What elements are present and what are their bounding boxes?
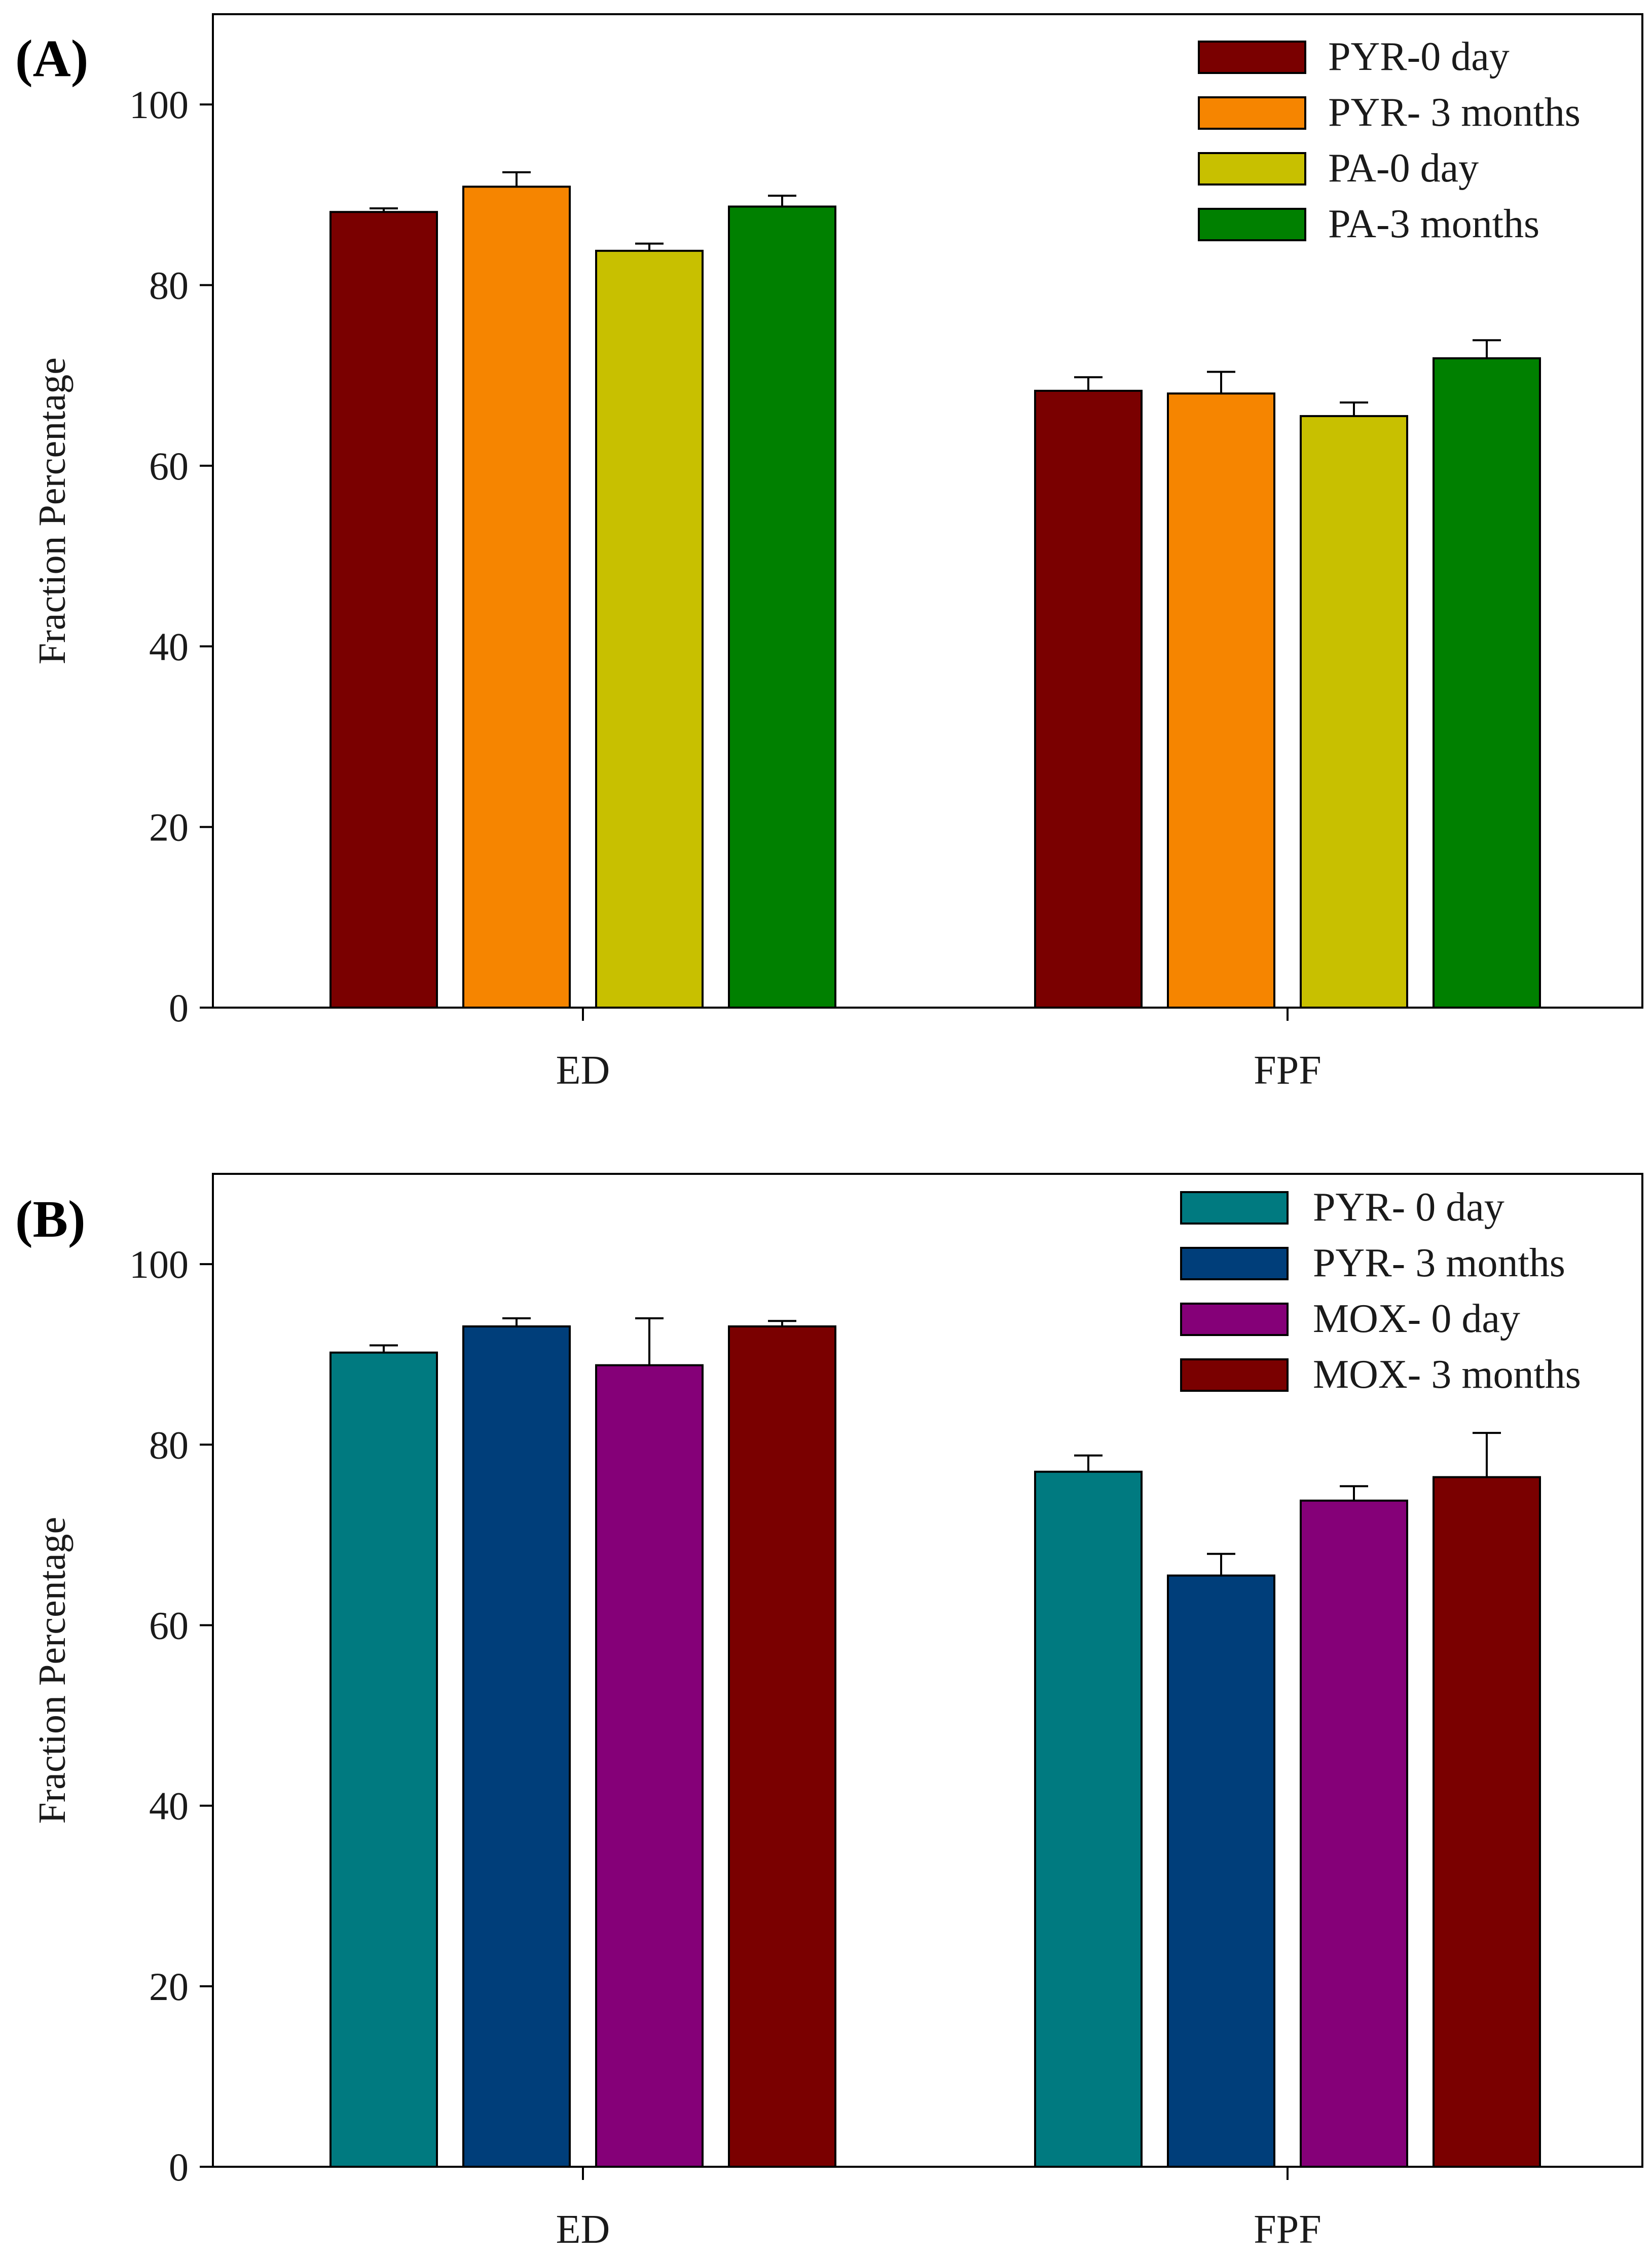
plot-frame <box>212 13 1643 1009</box>
legend-swatch <box>1198 152 1306 186</box>
bar <box>462 1325 571 2168</box>
legend-swatch <box>1180 1358 1289 1392</box>
bar <box>728 1325 836 2168</box>
bar <box>462 186 571 1009</box>
chart-panel-a: (A) 0 20 40 60 80 100 Fraction Percentage ED FPF P… <box>15 13 1643 1093</box>
bar <box>329 211 438 1009</box>
legend-label: MOX- 3 months <box>1313 1352 1581 1397</box>
x-category-label: ED <box>556 1048 610 1093</box>
bar <box>1300 1499 1408 2168</box>
y-tick-label: 40 <box>149 624 189 669</box>
y-tick-label: 60 <box>149 1603 189 1647</box>
legend-label: PYR- 0 day <box>1313 1185 1504 1230</box>
legend-label: PYR- 3 months <box>1313 1241 1565 1285</box>
chart-panel-b: (B) 0 20 40 60 80 100 Fraction Percentage ED FPF P… <box>15 1173 1643 2252</box>
y-tick-label: 0 <box>169 986 189 1030</box>
bar <box>1167 392 1275 1009</box>
bar <box>1167 1574 1275 2168</box>
y-tick-label: 60 <box>149 444 189 488</box>
y-tick-label: 40 <box>149 1784 189 1828</box>
y-axis-title: Fraction Percentage <box>31 357 74 664</box>
legend: PYR- 0 day PYR- 3 months MOX- 0 day MOX- 3 … <box>1180 1185 1581 1397</box>
x-category-label: FPF <box>1254 1048 1321 1093</box>
bar <box>728 205 836 1009</box>
legend-label: PA-3 months <box>1328 202 1539 246</box>
legend-swatch <box>1198 96 1306 130</box>
y-tick-label: 20 <box>149 1965 189 2009</box>
legend-label: PYR-0 day <box>1328 34 1510 79</box>
y-tick-label: 0 <box>169 2145 189 2189</box>
bar <box>1433 357 1541 1009</box>
legend-swatch <box>1198 208 1306 241</box>
legend: PYR-0 day PYR- 3 months PA-0 day PA-3 month… <box>1198 34 1581 246</box>
y-tick-label: 100 <box>129 83 189 127</box>
legend-swatch <box>1180 1303 1289 1336</box>
legend-swatch <box>1198 41 1306 74</box>
y-tick-label: 20 <box>149 805 189 849</box>
bar <box>595 1364 704 2168</box>
bar <box>1433 1476 1541 2168</box>
y-tick-label: 80 <box>149 264 189 308</box>
legend-label: PA-0 day <box>1328 146 1479 191</box>
legend-label: MOX- 0 day <box>1313 1297 1520 1341</box>
plot-frame <box>212 1173 1643 2168</box>
x-category-label: FPF <box>1254 2207 1321 2252</box>
x-category-label: ED <box>556 2207 610 2252</box>
bar <box>595 249 704 1009</box>
y-tick-label: 80 <box>149 1423 189 1467</box>
y-axis-title: Fraction Percentage <box>31 1517 74 1824</box>
legend-swatch <box>1180 1191 1289 1225</box>
bar <box>329 1351 438 2168</box>
panel-label: (B) <box>15 1190 86 1248</box>
bar <box>1034 1470 1143 2168</box>
y-tick-label: 100 <box>129 1242 189 1286</box>
bar <box>1034 390 1143 1009</box>
legend-label: PYR- 3 months <box>1328 90 1581 135</box>
panel-label: (A) <box>15 29 88 88</box>
bar <box>1300 415 1408 1009</box>
legend-swatch <box>1180 1247 1289 1280</box>
